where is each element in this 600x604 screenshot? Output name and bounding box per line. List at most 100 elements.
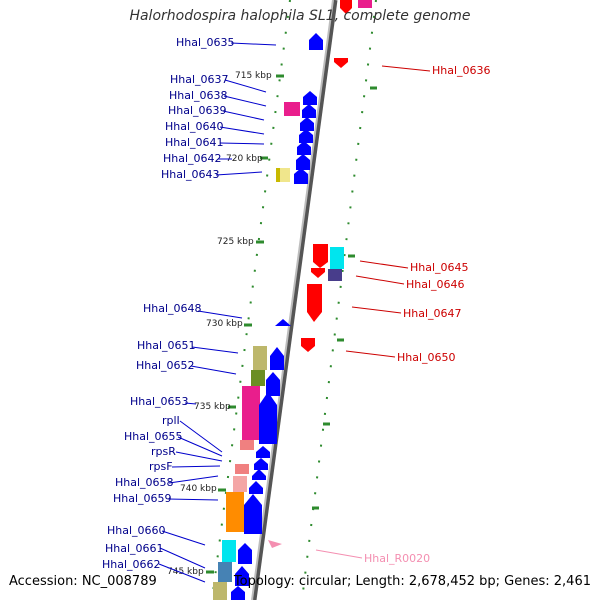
gene-hhal-0636-block xyxy=(340,0,352,14)
kbp-tick-label: 735 kbp xyxy=(194,402,231,412)
leader-line xyxy=(315,549,363,559)
gene-hhal-0642-arrow2 xyxy=(296,154,310,170)
gene-label-hhal-0652[interactable]: Hhal_0652 xyxy=(136,359,195,372)
gene-hhal-0639-arrow2 xyxy=(302,104,316,118)
leader-line xyxy=(230,42,277,46)
gene-hhal-0645-cog-block xyxy=(330,247,344,269)
gene-hhal-0652-cog-block xyxy=(251,370,265,386)
leader-line xyxy=(159,547,206,569)
gene-hhal-0646-cog-block xyxy=(328,269,342,281)
kbp-tick-label: 745 kbp xyxy=(167,567,204,577)
gene-label-hhal-0637[interactable]: Hhal_0637 xyxy=(170,73,229,86)
gene-label-hhal-0662[interactable]: Hhal_0662 xyxy=(102,558,161,571)
gene-label-hhal-0660[interactable]: Hhal_0660 xyxy=(107,524,166,537)
leader-line xyxy=(161,530,206,546)
gene-hhal-0658-arrow xyxy=(249,481,263,494)
gene-hhal-0647-arrow xyxy=(307,284,322,322)
gene-hhal-0636-arrow xyxy=(334,58,348,68)
leader-line xyxy=(190,365,237,375)
gene-label-rpsr[interactable]: rpsR xyxy=(151,445,176,458)
kbp-tick-label: 740 kbp xyxy=(180,484,217,494)
gene-hhal-0659-arrow xyxy=(244,494,262,534)
gene-hhal-0635-arrow xyxy=(309,33,323,50)
kbp-tick-label: 730 kbp xyxy=(206,319,243,329)
leader-line xyxy=(167,498,219,501)
leader-line xyxy=(158,563,206,583)
gene-label-hhal-0642[interactable]: Hhal_0642 xyxy=(163,152,222,165)
gene-hhal-0652-arrow xyxy=(266,372,280,396)
leader-line xyxy=(197,310,243,319)
gene-label-hhal-0661[interactable]: Hhal_0661 xyxy=(105,542,164,555)
gene-hhal-0645-arrow xyxy=(313,244,328,268)
gene-hhal-0639-arrow xyxy=(303,91,317,105)
gene-hhal-r0020-arrow xyxy=(268,540,282,548)
gene-label-hhal-0655[interactable]: Hhal_0655 xyxy=(124,430,183,443)
gene-hhal-0643-arrow xyxy=(294,168,308,184)
accession-text: Accession: NC_008789 xyxy=(9,574,157,589)
leader-line xyxy=(168,475,219,484)
gene-hhal-0653-arrow xyxy=(259,392,277,444)
gene-hhal-0651-cog-block xyxy=(253,346,267,370)
leader-line xyxy=(222,110,265,121)
gene-label-hhal-0651[interactable]: Hhal_0651 xyxy=(137,339,196,352)
gene-label-rpli[interactable]: rplI xyxy=(162,414,180,427)
gene-label-hhal-0658[interactable]: Hhal_0658 xyxy=(115,476,174,489)
gene-label-hhal-0639[interactable]: Hhal_0639 xyxy=(168,104,227,117)
gene-hhal-0660-arrow xyxy=(238,543,252,564)
gene-label-hhal-0635[interactable]: Hhal_0635 xyxy=(176,36,235,49)
genome-backbone-shadow xyxy=(251,0,338,601)
leader-line xyxy=(219,126,265,135)
gene-hhal-0641-arrow xyxy=(299,129,313,143)
gene-hhal-0642-arrow xyxy=(297,141,311,155)
genome-summary-text: Topology: circular; Length: 2,678,452 bp… xyxy=(233,574,591,589)
leader-line xyxy=(177,436,223,457)
gene-label-hhal-0645[interactable]: Hhal_0645 xyxy=(410,261,469,274)
leader-line xyxy=(224,79,267,93)
gene-hhal-0660-cog-block xyxy=(222,540,236,562)
gene-hhal-0661-arrow xyxy=(235,566,249,586)
leader-line xyxy=(345,350,396,358)
gene-pink-block xyxy=(358,0,372,8)
gene-label-hhal-r0020[interactable]: Hhal_R0020 xyxy=(364,552,430,565)
gene-label-hhal-0636[interactable]: Hhal_0636 xyxy=(432,64,491,77)
leader-line xyxy=(175,451,223,462)
gene-label-hhal-0646[interactable]: Hhal_0646 xyxy=(406,278,465,291)
gene-hhal-0659-cog-block xyxy=(226,492,244,532)
gene-hhal-0645-arrow2 xyxy=(311,268,325,278)
right-label-group: Hhal_0636 Hhal_0645 Hhal_0646 Hhal_0647 … xyxy=(315,64,491,565)
gene-hhal-0661-cog-block xyxy=(218,562,232,582)
leader-line xyxy=(179,420,223,453)
gene-hhal-0638-cog-block xyxy=(284,102,300,116)
gene-hhal-0651-arrow xyxy=(270,347,284,370)
gene-label-hhal-0650[interactable]: Hhal_0650 xyxy=(397,351,456,364)
kbp-tick-label: 720 kbp xyxy=(226,154,263,164)
gene-rpsf-cog-block xyxy=(235,464,249,474)
map-title: Halorhodospira halophila SL1, complete g… xyxy=(129,8,471,24)
gene-label-hhal-0648[interactable]: Hhal_0648 xyxy=(143,302,202,315)
gene-label-rpsf[interactable]: rpsF xyxy=(149,460,173,473)
gene-rpsf-arrow xyxy=(252,469,266,480)
leader-line xyxy=(359,260,409,269)
gene-label-hhal-0640[interactable]: Hhal_0640 xyxy=(165,120,224,133)
leader-line xyxy=(219,142,265,145)
gene-hhal-0640-arrow xyxy=(300,117,314,131)
gene-hhal-0643-cog-block2 xyxy=(276,168,280,182)
leader-line xyxy=(171,465,221,468)
leader-line xyxy=(355,275,405,285)
gene-label-hhal-0641[interactable]: Hhal_0641 xyxy=(165,136,224,149)
gene-label-hhal-0653[interactable]: Hhal_0653 xyxy=(130,395,189,408)
kbp-tick-label: 725 kbp xyxy=(217,237,254,247)
left-label-group: Hhal_0635 Hhal_0637 Hhal_0638 Hhal_0639 … xyxy=(102,36,277,583)
gene-hhal-0662-arrow xyxy=(231,586,245,600)
leader-line xyxy=(215,171,263,176)
gene-label-hhal-0647[interactable]: Hhal_0647 xyxy=(403,307,462,320)
gene-rpsr-arrow xyxy=(254,458,268,470)
gene-label-hhal-0638[interactable]: Hhal_0638 xyxy=(169,89,228,102)
gene-label-hhal-0643[interactable]: Hhal_0643 xyxy=(161,168,220,181)
leader-line xyxy=(223,95,267,107)
gene-hhal-0653-cog-block xyxy=(242,386,260,440)
gene-rpli-cog-block xyxy=(240,440,254,450)
gene-hhal-0655-arrow xyxy=(256,446,270,458)
gene-label-hhal-0659[interactable]: Hhal_0659 xyxy=(113,492,172,505)
